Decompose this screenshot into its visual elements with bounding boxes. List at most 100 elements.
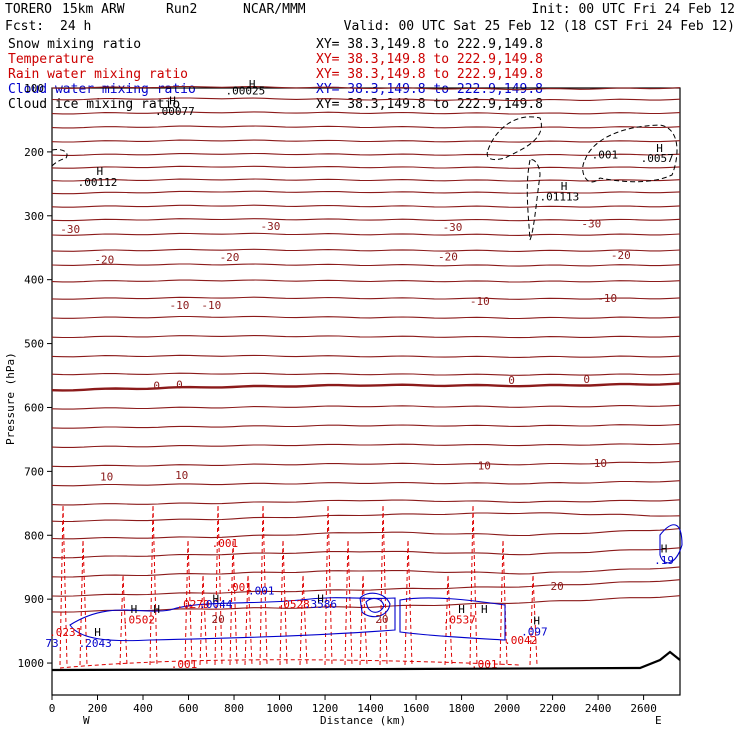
high-marker: H	[94, 626, 101, 639]
high-marker: H	[153, 603, 160, 616]
isotherm-label: -10	[597, 292, 617, 305]
isotherm-label: -30	[60, 223, 80, 236]
x-tick-label: 1000	[266, 702, 293, 715]
isotherm-label: -20	[611, 249, 631, 262]
rain-water-label: .0042	[504, 634, 537, 647]
isotherm-line	[51, 512, 681, 523]
rain-water-layer	[59, 504, 538, 669]
legend-entry-xy: XY= 38.3,149.8 to 222.9,149.8	[316, 52, 543, 67]
x-tick-label: 800	[224, 702, 244, 715]
y-tick-label: 300	[24, 210, 44, 223]
x-tick-label: 2200	[539, 702, 566, 715]
rain-water-contour	[59, 659, 521, 669]
high-marker: H	[458, 603, 465, 616]
x-axis-label: Distance (km)	[320, 714, 406, 727]
high-marker: H	[481, 603, 488, 616]
isotherm-label: 20	[375, 613, 388, 626]
x-tick-label: 1400	[357, 702, 384, 715]
isotherm-line	[51, 566, 681, 578]
x-tick-label: 1600	[403, 702, 430, 715]
rain-water-contour	[359, 574, 368, 666]
x-tick-label: 200	[88, 702, 108, 715]
cloud-ice-contour	[526, 159, 541, 241]
rain-water-contour	[444, 574, 453, 666]
isotherm-line	[51, 204, 681, 208]
cloud-ice-label: .0057	[641, 152, 674, 165]
model-name: TORERO	[5, 2, 52, 17]
isotherm-line	[51, 547, 681, 559]
isotherm-label: 10	[175, 469, 188, 482]
legend-entry-xy: XY= 38.3,149.8 to 222.9,149.8	[316, 67, 543, 82]
isotherm-label: 0	[508, 374, 515, 387]
cloud-ice-label: .01113	[540, 191, 580, 204]
rain-water-contour	[259, 504, 268, 666]
x-tick-label: 2000	[494, 702, 521, 715]
rain-water-label: .0528	[277, 598, 310, 611]
isotherm-line	[51, 372, 681, 376]
rain-water-contour	[119, 574, 128, 666]
rain-water-contour	[244, 574, 253, 666]
isotherm-layer	[51, 85, 681, 613]
isotherm-line	[51, 248, 681, 252]
isotherm-line	[51, 443, 681, 448]
high-marker: H	[96, 165, 103, 178]
rain-water-label: .001	[171, 658, 198, 671]
y-tick-label: 400	[24, 274, 44, 287]
high-marker: H	[656, 142, 663, 155]
cloud-ice-contour	[51, 149, 68, 167]
x-tick-label: 2400	[585, 702, 612, 715]
legend-entry-name: Rain water mixing ratio	[8, 67, 188, 82]
y-tick-label: 200	[24, 146, 44, 159]
cloud-water-label: .097	[521, 626, 548, 639]
rain-water-label: .0231	[49, 626, 82, 639]
x-axis: 0 200 400 600 800 1000 1200 1400 1600 1800 2000 220…	[49, 695, 657, 715]
isotherm-line	[51, 315, 681, 320]
y-tick-label: 900	[24, 593, 44, 606]
y-tick-label: 500	[24, 338, 44, 351]
isotherm-label: -10	[169, 299, 189, 312]
fcst-label: Fcst:	[5, 19, 44, 34]
isotherm-label: 0	[583, 373, 590, 386]
cloud-ice-label: .00077	[155, 105, 195, 118]
isotherm-line	[51, 165, 681, 169]
x-tick-label: 1800	[448, 702, 475, 715]
high-marker: H	[661, 543, 668, 556]
rain-water-contour	[529, 574, 538, 666]
isotherm-line	[51, 335, 681, 339]
cloud-water-contour	[359, 592, 391, 618]
isotherm-line	[51, 85, 681, 91]
east-label: E	[655, 714, 662, 727]
rain-water-contour	[59, 504, 68, 666]
isotherm-label: 0	[176, 378, 183, 391]
high-marker: H	[561, 180, 568, 193]
cloud-water-label: .0044	[199, 598, 232, 611]
isotherm-label: -30	[260, 220, 280, 233]
cloud-ice-contour	[486, 116, 542, 161]
isotherm-line	[51, 111, 681, 115]
isotherm-line	[51, 152, 681, 157]
isotherm-label: 10	[478, 460, 491, 473]
x-tick-label: 0	[49, 702, 56, 715]
rain-water-label: .001	[225, 581, 252, 594]
isotherm-label: -20	[220, 251, 240, 264]
rain-water-contour	[299, 574, 308, 666]
cloud-ice-label: .00025	[226, 84, 266, 97]
cloud-water-layer	[69, 524, 683, 642]
rain-water-contour	[199, 574, 208, 666]
legend-entry-name: Cloud water mixing ratio	[8, 82, 196, 97]
legend-entry-xy: XY= 38.3,149.8 to 222.9,149.8	[316, 37, 543, 52]
isotherm-line	[51, 279, 681, 283]
cloud-water-contour	[399, 597, 506, 641]
isotherm-line	[51, 382, 681, 392]
legend-entry-name: Temperature	[8, 52, 94, 67]
rain-water-label: .0502	[122, 613, 155, 626]
isotherm-line	[51, 595, 681, 613]
cloud-ice-layer	[51, 116, 678, 241]
isotherm-label: -20	[94, 254, 114, 267]
rain-water-contour	[404, 539, 413, 666]
isotherm-label: -20	[438, 251, 458, 264]
isotherm-line	[51, 125, 681, 129]
high-marker: H	[249, 78, 256, 91]
isotherm-label: 0	[153, 380, 160, 393]
